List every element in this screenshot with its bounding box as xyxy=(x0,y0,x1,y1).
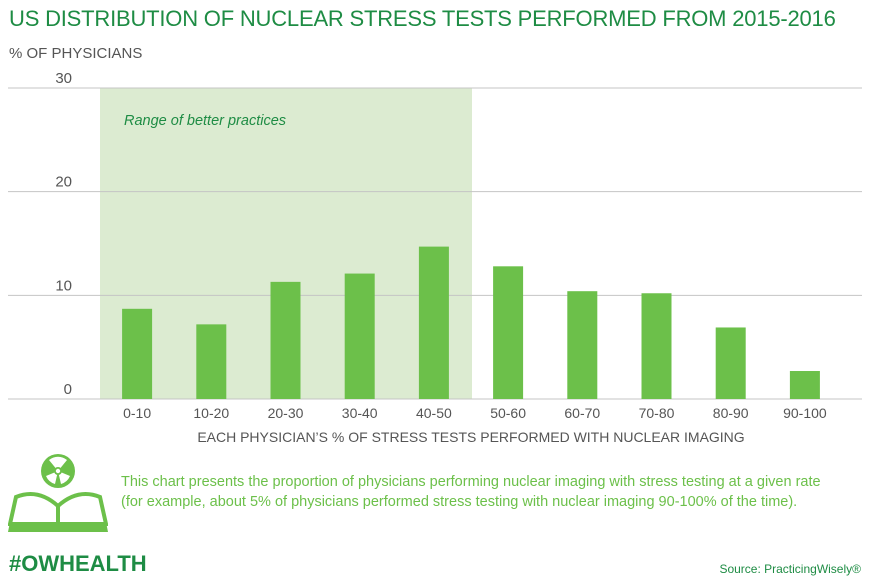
x-tick-label: 90-100 xyxy=(783,405,827,421)
bar xyxy=(789,371,820,399)
y-tick-label: 30 xyxy=(55,70,72,87)
hashtag: #OWHEALTH xyxy=(9,551,147,576)
x-tick-label: 30-40 xyxy=(342,405,378,421)
y-tick-label: 0 xyxy=(64,381,72,398)
bar-chart: Range of better practices 0 10 20 30 0-10 10-2… xyxy=(8,70,862,421)
y-axis-label: % OF PHYSICIANS xyxy=(9,45,143,62)
chart-title: US DISTRIBUTION OF NUCLEAR STRESS TESTS … xyxy=(9,6,836,31)
x-tick-label: 20-30 xyxy=(268,405,304,421)
chart-description: This chart presents the proportion of ph… xyxy=(121,474,821,510)
x-tick-label: 40-50 xyxy=(416,405,452,421)
highlight-label: Range of better practices xyxy=(124,113,286,129)
bar xyxy=(641,293,672,399)
x-tick-label: 70-80 xyxy=(639,405,675,421)
bar xyxy=(344,273,375,399)
x-tick-label: 10-20 xyxy=(193,405,229,421)
bar xyxy=(270,281,301,399)
source-note: Source: PracticingWisely® xyxy=(719,562,861,576)
bar xyxy=(493,266,524,399)
x-tick-label: 80-90 xyxy=(713,405,749,421)
x-tick-label: 0-10 xyxy=(123,405,151,421)
bar xyxy=(418,246,449,399)
bar xyxy=(196,324,227,399)
bar xyxy=(715,327,746,399)
x-tick-label: 50-60 xyxy=(490,405,526,421)
y-tick-label: 20 xyxy=(55,174,72,191)
x-tick-label: 60-70 xyxy=(564,405,600,421)
bar xyxy=(567,291,598,399)
y-tick-label: 10 xyxy=(55,277,72,294)
bar xyxy=(122,308,153,399)
x-axis-label: EACH PHYSICIAN’S % OF STRESS TESTS PERFO… xyxy=(197,429,745,445)
